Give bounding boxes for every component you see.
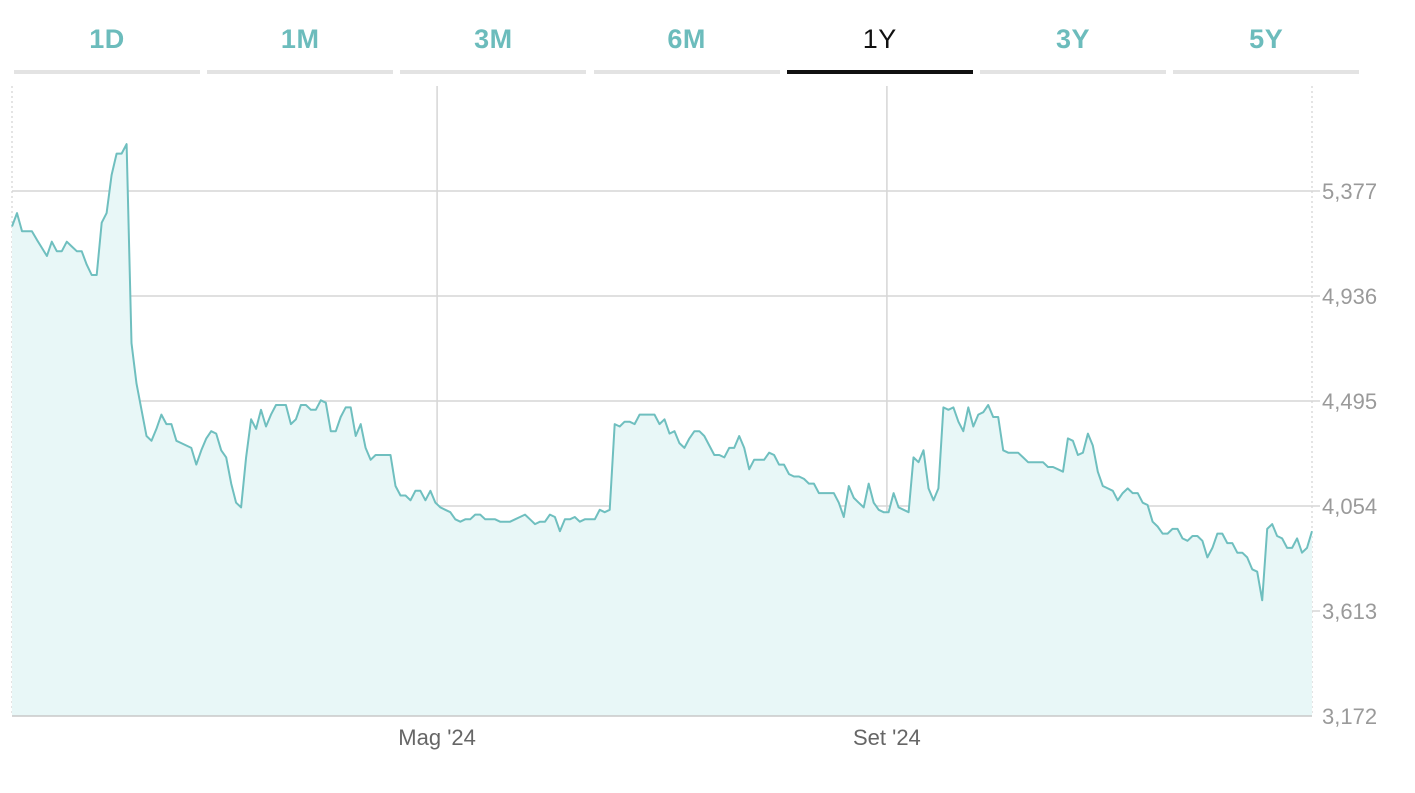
tab-5y[interactable]: 5Y [1173, 0, 1360, 76]
tab-label: 6M [667, 24, 706, 54]
tab-6m[interactable]: 6M [593, 0, 780, 76]
tab-label: 1Y [862, 24, 897, 54]
tab-underline [980, 70, 1166, 74]
tab-label: 5Y [1249, 24, 1284, 54]
y-tick-label: 4,495 [1322, 389, 1377, 414]
y-tick-label: 4,936 [1322, 284, 1377, 309]
range-tabs: 1D 1M 3M 6M 1Y 3Y 5Y [14, 0, 1369, 78]
tab-3y[interactable]: 3Y [980, 0, 1166, 76]
tab-label: 3Y [1055, 24, 1091, 54]
tab-underline [593, 70, 780, 74]
tab-1m[interactable]: 1M [207, 0, 394, 76]
series-line [11, 143, 1313, 602]
tab-underline [1173, 70, 1360, 74]
tab-label: 3M [474, 24, 513, 54]
tab-underline [14, 70, 200, 74]
tab-label: 1M [280, 24, 320, 54]
y-tick-label: 3,613 [1322, 599, 1377, 624]
y-tick-label: 3,172 [1322, 704, 1377, 729]
x-tick-label: Mag '24 [398, 725, 476, 750]
tab-underline [207, 70, 394, 74]
tab-label: 1D [89, 24, 125, 54]
y-tick-label: 5,377 [1322, 179, 1377, 204]
tab-1y[interactable]: 1Y [786, 0, 973, 76]
tab-underline [786, 70, 973, 74]
tab-1d[interactable]: 1D [14, 0, 200, 76]
x-tick-label: Set '24 [853, 725, 921, 750]
series-area [12, 144, 1312, 717]
y-tick-label: 4,054 [1322, 494, 1377, 519]
tab-3m[interactable]: 3M [400, 0, 587, 76]
tab-underline [400, 70, 587, 74]
